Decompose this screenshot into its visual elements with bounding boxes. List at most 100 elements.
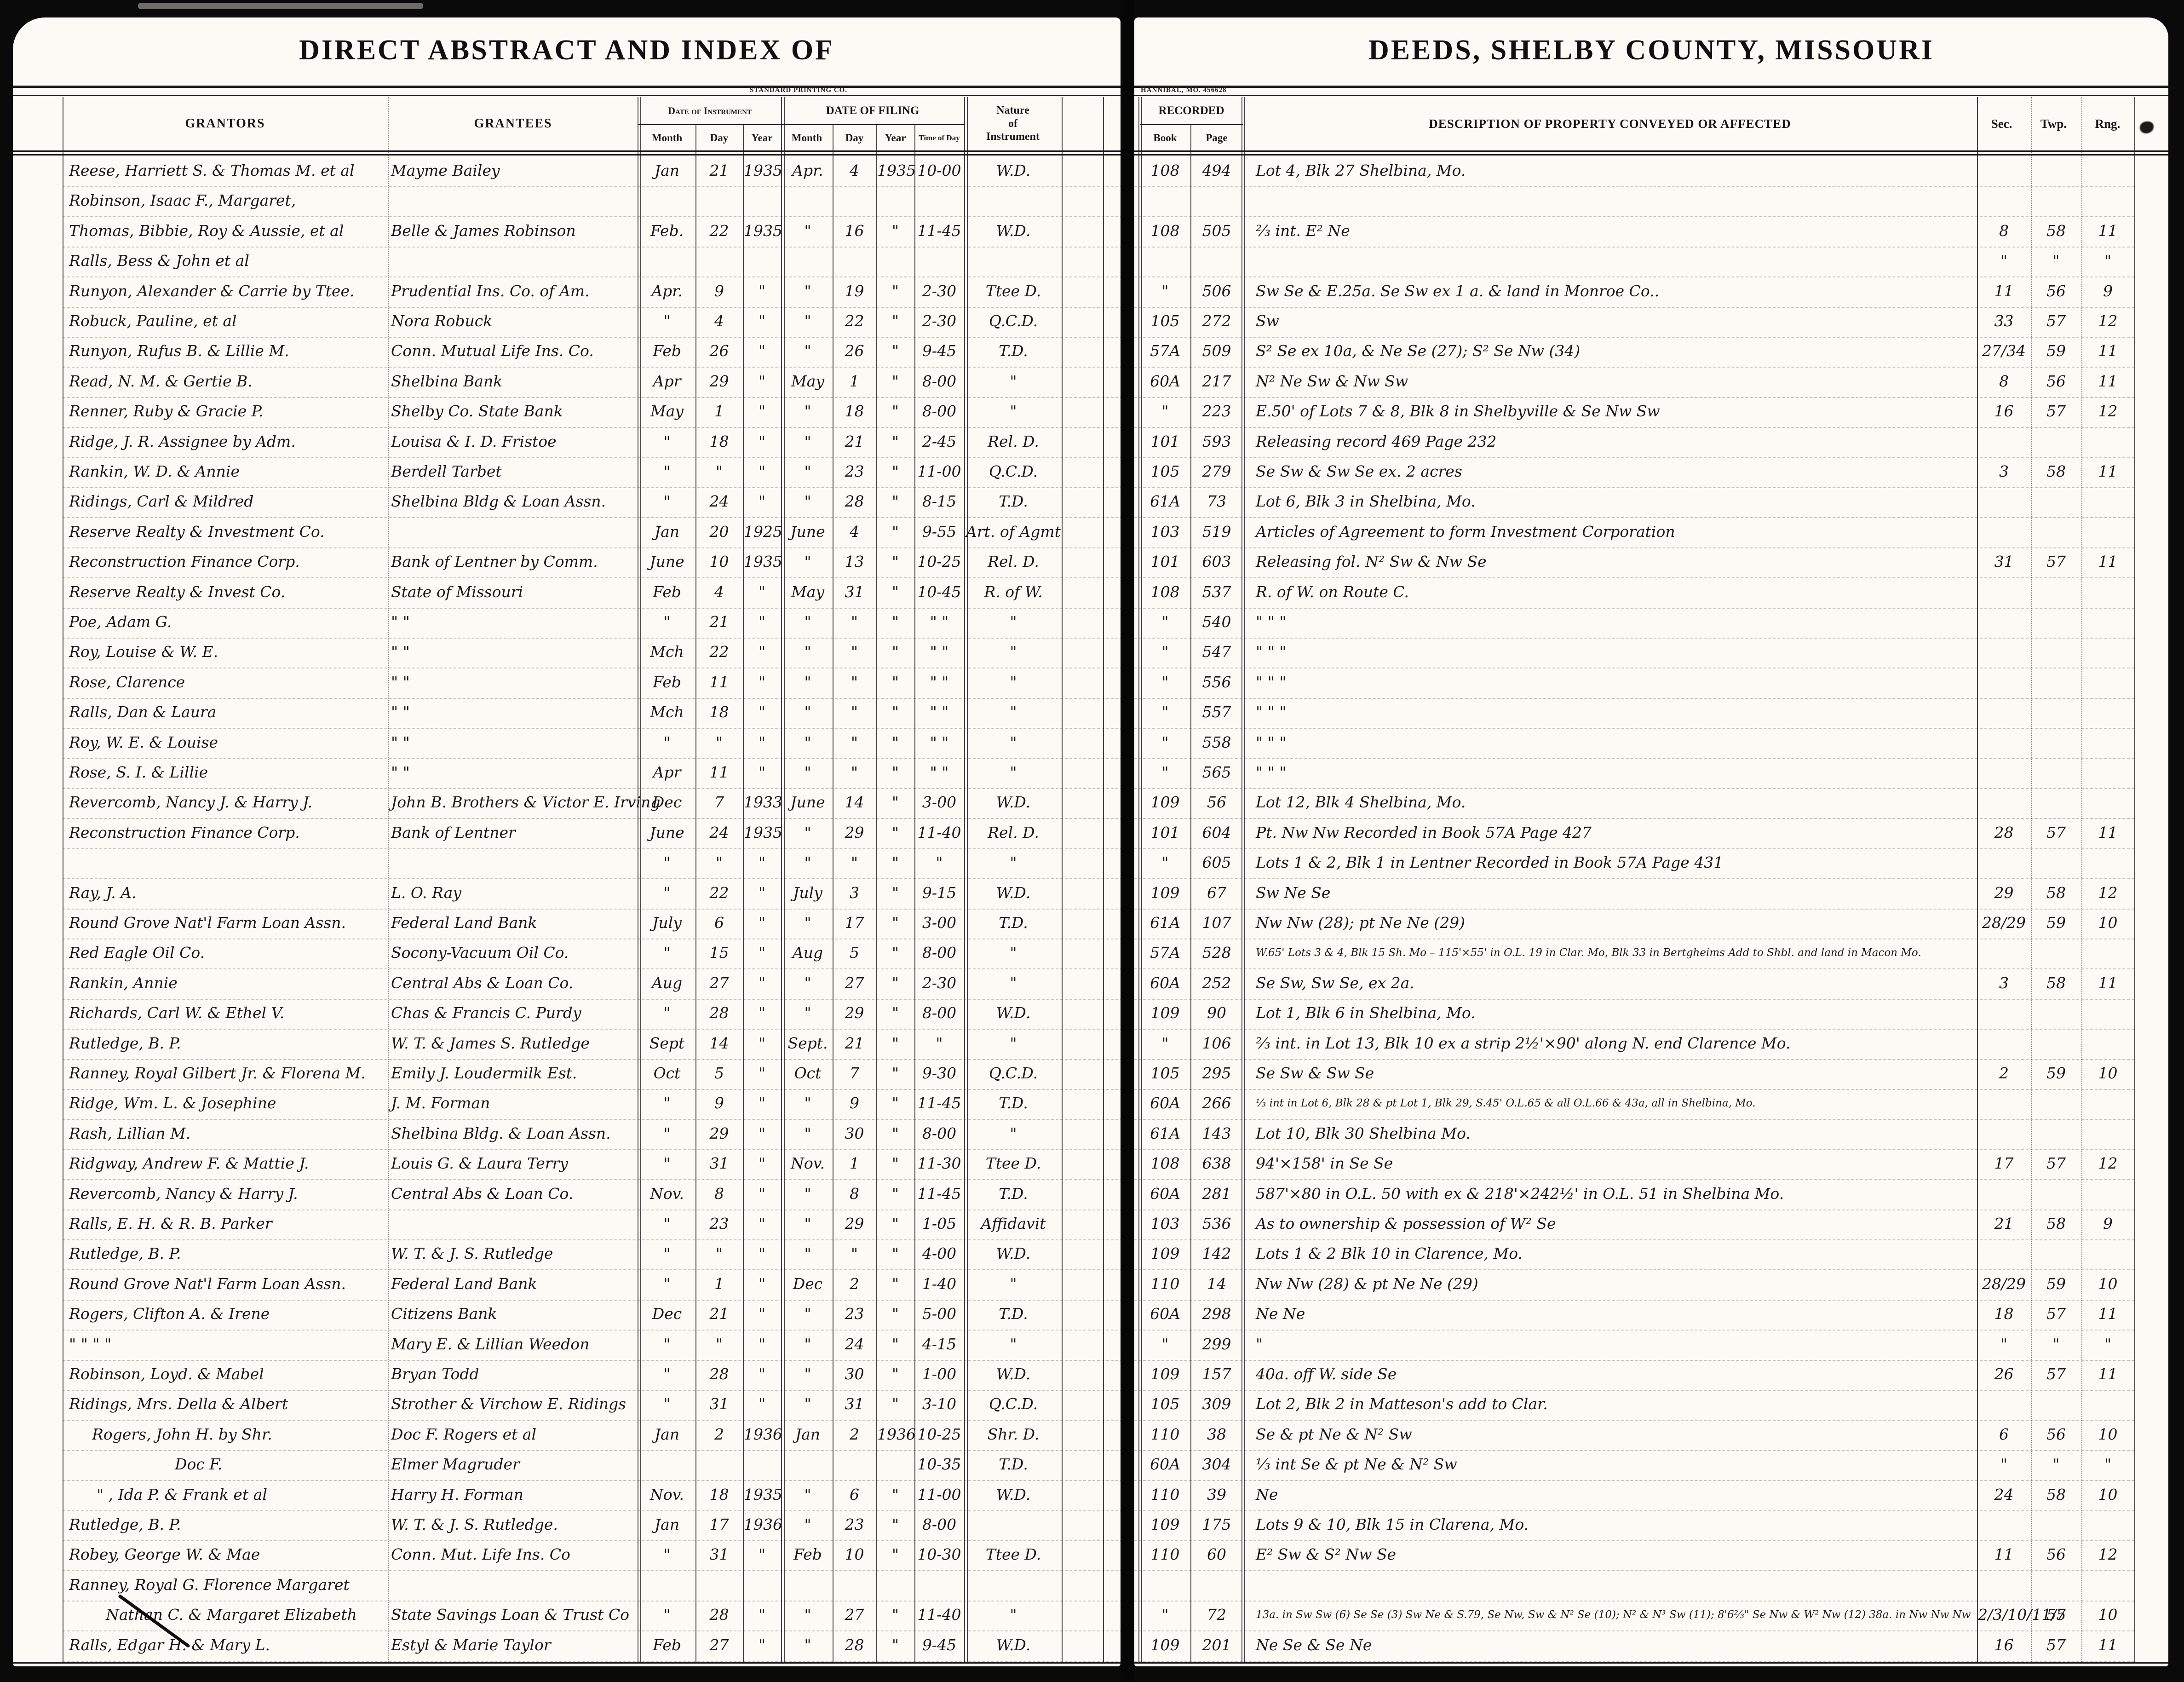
cell-n: T.D. [999,1184,1028,1203]
cell-tw: 58 [2046,1485,2066,1503]
cell-fy: " [891,763,899,781]
cell-t: 3-10 [922,1395,957,1413]
cell-t: 3-00 [922,793,957,812]
cell-g: Ranney, Royal Gilbert Jr. & Florena M. [69,1064,366,1082]
table-row: Round Grove Nat'l Farm Loan Assn. Federal… [63,1270,2134,1301]
cell-bk: " [1161,1606,1169,1624]
cell-d: " " " [1256,643,1287,661]
cell-t: 5-00 [922,1305,957,1323]
cell-fy: " [891,1395,899,1413]
cell-tw: 58 [2046,973,2066,992]
cell-g: Ralls, Dan & Laura [69,703,217,721]
cell-pg: 605 [1202,853,1231,872]
cell-im: " [663,1365,671,1383]
cell-im: May [650,402,684,420]
cell-n: Ttee D. [985,1545,1041,1564]
cell-t: " " [930,763,949,781]
cell-n: T.D. [999,914,1028,932]
cell-s: 2/3/10/11/5 [1978,1606,2066,1624]
col-recorded: RECORDED [1158,104,1224,117]
cell-t: 11-00 [917,462,961,480]
cell-t: 11-45 [917,1184,961,1203]
column-rule [640,97,641,1662]
cell-g: Rankin, Annie [69,973,178,992]
cell-fm: Aug [792,944,823,962]
cell-id: 2 [714,1425,724,1443]
cell-fm: " [804,733,811,751]
cell-pg: 528 [1202,944,1231,962]
cell-n: " [1010,1034,1017,1052]
cell-pg: 565 [1202,763,1231,781]
cell-g: Poe, Adam G. [69,613,172,631]
column-rule [2134,97,2135,1662]
cell-id: 11 [709,763,729,781]
table-row: Reese, Harriett S. & Thomas M. et al Maym… [63,156,2134,187]
cell-fy: " [891,1184,899,1203]
cell-fm: " [804,673,811,691]
cell-tw: 59 [2046,1064,2066,1082]
cell-im: " [663,1215,671,1233]
cell-n: T.D. [999,1305,1028,1323]
cell-r: 10 [2098,914,2118,932]
cell-id: 22 [709,883,729,902]
cell-bk: " [1161,643,1169,661]
rule [13,86,2168,88]
cell-iy: " [758,914,766,932]
cell-fd: 4 [850,522,859,541]
cell-im: " [663,1154,671,1173]
cell-t: 9-30 [922,1064,957,1082]
cell-fy: " [891,342,899,360]
column-rule [743,124,744,1662]
cell-fm: " [804,462,811,480]
cell-pg: 142 [1202,1244,1231,1263]
cell-pg: 217 [1202,372,1231,390]
cell-id: 10 [709,553,729,571]
cell-im: Sept [649,1034,685,1052]
cell-pg: 557 [1202,703,1231,721]
cell-fd: 28 [845,1636,864,1654]
cell-iy: " [758,1064,766,1082]
cell-bk: 108 [1150,1154,1180,1173]
cell-d: ⅔ int. in Lot 13, Blk 10 ex a strip 2½'×… [1256,1034,1791,1052]
cell-e: State of Missouri [391,582,523,601]
cell-n: W.D. [996,1485,1031,1503]
table-row: Revercomb, Nancy J. & Harry J. John B. Br… [63,788,2134,819]
col-book: Book [1153,132,1177,144]
cell-g: Reserve Realty & Investment Co. [69,522,325,541]
cell-im: " [663,733,671,751]
cell-iy: " [758,1335,766,1353]
cell-d: " " " [1256,673,1287,691]
cell-tw: " [2052,252,2060,270]
cell-fm: " [804,853,811,872]
cell-fd: 19 [845,282,864,300]
cell-e: John B. Brothers & Victor E. Irving [391,793,661,812]
table-row: Rose, Clarence " " Feb 11 " " " " " " " " 556 " " " [63,668,2134,699]
cell-iy: " [758,973,766,992]
cell-d: Lot 1, Blk 6 in Shelbina, Mo. [1256,1004,1476,1022]
cell-tw: 56 [2046,1545,2066,1564]
cell-n: W.D. [996,1004,1031,1022]
cell-im: " [663,432,671,450]
cell-im: Apr [653,763,681,781]
cell-fd: 23 [845,462,864,480]
cell-n: " [1010,853,1017,872]
cell-fd: 21 [845,1034,864,1052]
table-row: Nathan C. & Margaret Elizabeth State Savi… [63,1601,2134,1632]
cell-bk: 61A [1150,914,1180,932]
cell-s: 29 [1994,883,2014,902]
col-inst-month: Month [651,132,683,144]
cell-im: Apr. [651,282,683,300]
cell-fd: " [851,763,858,781]
cell-e: Bank of Lentner [391,823,516,841]
col-fil-year: Year [885,132,906,144]
cell-t: 10-00 [917,161,961,179]
table-row: Ridge, J. R. Assignee by Adm. Louisa & I.… [63,427,2134,458]
cell-t: 9-45 [922,342,957,360]
cell-e: L. O. Ray [391,883,461,902]
cell-t: 1-05 [922,1215,957,1233]
cell-g: " , Ida P. & Frank et al [97,1485,267,1503]
rule [638,124,965,125]
binding-gutter [1121,0,1134,1682]
cell-e: Conn. Mutual Life Ins. Co. [391,342,594,360]
column-rule [967,97,968,1662]
